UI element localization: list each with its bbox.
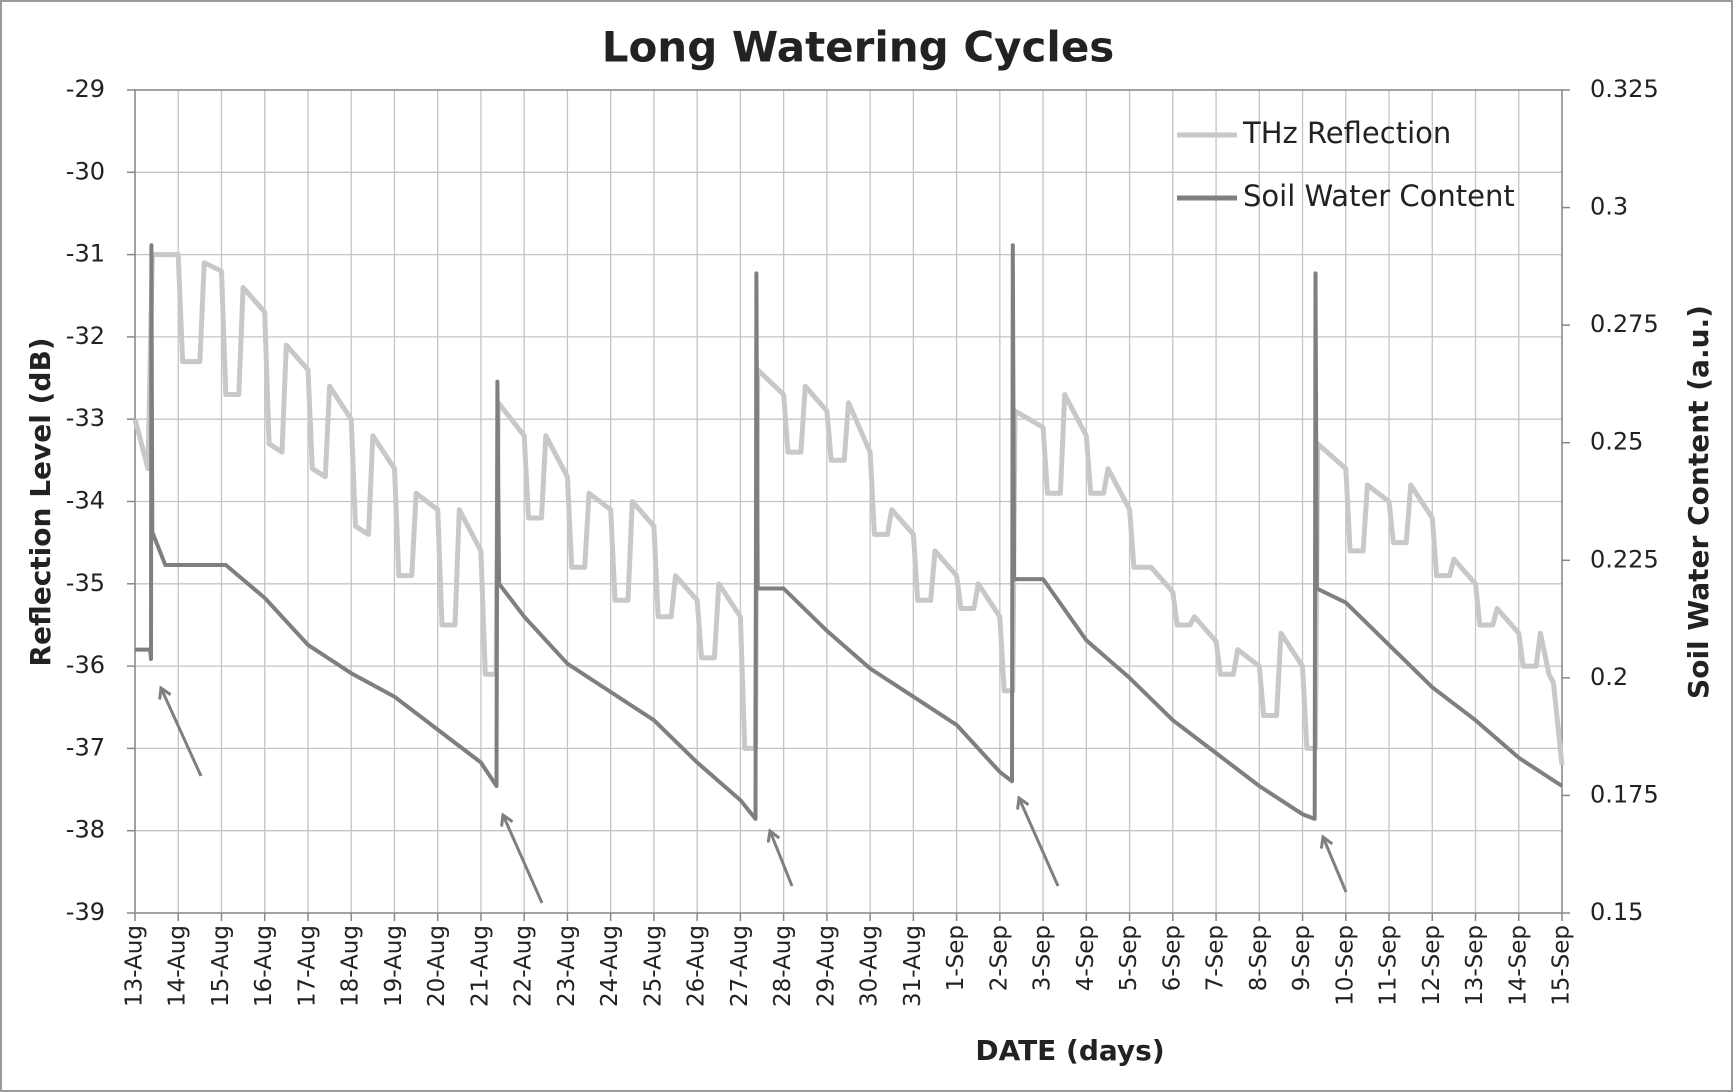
x-tick-label: 19-Aug <box>381 925 407 1007</box>
x-tick-label: 9-Sep <box>1289 925 1315 991</box>
x-tick-label: 23-Aug <box>554 925 580 1007</box>
x-tick-label: 29-Aug <box>813 925 839 1007</box>
x-tick-label: 13-Sep <box>1462 925 1488 1006</box>
x-axis-label: DATE (days) <box>975 1034 1164 1067</box>
y2-tick-label: 0.275 <box>1590 310 1659 338</box>
x-tick-label: 28-Aug <box>770 925 796 1007</box>
y-tick-label: -35 <box>66 569 105 597</box>
plot-border <box>134 89 1563 914</box>
x-tick-label: 26-Aug <box>684 925 710 1007</box>
y2-axis-label: Soil Water Content (a.u.) <box>1682 305 1715 699</box>
x-tick-label: 1-Sep <box>943 925 969 991</box>
x-tick-label: 17-Aug <box>294 925 320 1007</box>
x-tick-label: 2-Sep <box>986 925 1012 991</box>
chart-title: Long Watering Cycles <box>602 23 1115 72</box>
x-tick-label: 14-Sep <box>1505 925 1531 1006</box>
legend-label: THz Reflection <box>1242 116 1451 150</box>
x-tick-label: 25-Aug <box>640 925 666 1007</box>
annotation-arrows <box>161 688 1348 904</box>
x-tick-label: 10-Sep <box>1332 925 1358 1006</box>
x-tick-label: 7-Sep <box>1203 925 1229 991</box>
y-tick-label: -32 <box>66 322 105 350</box>
y-tick-label: -31 <box>66 240 105 268</box>
x-tick-label: 24-Aug <box>597 925 623 1007</box>
y-tick-label: -37 <box>66 733 105 761</box>
y2-tick-label: 0.175 <box>1590 780 1659 808</box>
arrow <box>161 688 203 777</box>
arrow <box>503 815 544 904</box>
x-tick-label: 31-Aug <box>900 925 926 1007</box>
x-tick-label: 27-Aug <box>727 925 753 1007</box>
arrow <box>1019 798 1060 887</box>
y-tick-label: -34 <box>66 487 105 515</box>
y2-tick-label: 0.3 <box>1590 193 1628 221</box>
series-line <box>135 243 1564 821</box>
x-tick-label: 22-Aug <box>511 925 537 1007</box>
series-line <box>132 252 1565 766</box>
x-tick-label: 6-Sep <box>1159 925 1185 991</box>
x-tick-label: 30-Aug <box>857 925 883 1007</box>
x-tick-label: 3-Sep <box>1030 925 1056 991</box>
x-tick-label: 8-Sep <box>1246 925 1272 991</box>
y-tick-label: -30 <box>66 157 105 185</box>
x-tick-label: 13-Aug <box>122 925 148 1007</box>
x-tick-label: 15-Sep <box>1549 925 1575 1006</box>
y-tick-label: -29 <box>66 75 105 103</box>
x-tick-label: 4-Sep <box>1073 925 1099 991</box>
arrow <box>770 831 794 887</box>
x-tick-label: 21-Aug <box>467 925 493 1007</box>
x-tick-label: 15-Aug <box>208 925 234 1007</box>
x-tick-label: 14-Aug <box>165 925 191 1007</box>
y-axis-label: Reflection Level (dB) <box>24 337 57 666</box>
y2-tick-label: 0.2 <box>1590 663 1628 691</box>
x-tick-label: 16-Aug <box>251 925 277 1007</box>
y2-tick-label: 0.325 <box>1590 75 1659 103</box>
x-tick-label: 12-Sep <box>1419 925 1445 1006</box>
x-tick-label: 18-Aug <box>338 925 364 1007</box>
y-tick-label: -36 <box>66 651 105 679</box>
y-tick-label: -38 <box>66 816 105 844</box>
x-tick-label: 5-Sep <box>1116 925 1142 991</box>
y-tick-label: -39 <box>66 898 105 926</box>
arrow <box>1323 837 1348 893</box>
x-tick-label: 11-Sep <box>1376 925 1402 1006</box>
y2-tick-label: 0.225 <box>1590 545 1659 573</box>
y2-tick-label: 0.15 <box>1590 898 1643 926</box>
y-tick-label: -33 <box>66 404 105 432</box>
x-tick-label: 20-Aug <box>424 925 450 1007</box>
plot-area: 13-Aug 14-Aug 15-Aug 16-Aug 17-Aug 18-Aug 19-A… <box>66 75 1659 1007</box>
legend-label: Soil Water Content <box>1243 179 1515 213</box>
y2-tick-label: 0.25 <box>1590 428 1643 456</box>
